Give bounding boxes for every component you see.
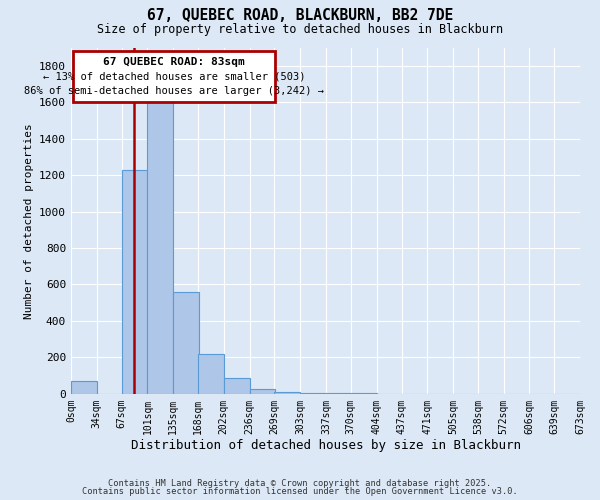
Bar [173, 292, 199, 394]
Bar [274, 392, 300, 394]
X-axis label: Distribution of detached houses by size in Blackburn: Distribution of detached houses by size … [131, 440, 521, 452]
Y-axis label: Number of detached properties: Number of detached properties [23, 123, 34, 318]
Bar [122, 170, 148, 394]
Text: 86% of semi-detached houses are larger (3,242) →: 86% of semi-detached houses are larger (… [24, 86, 324, 96]
Bar [148, 90, 173, 394]
Text: 67, QUEBEC ROAD, BLACKBURN, BB2 7DE: 67, QUEBEC ROAD, BLACKBURN, BB2 7DE [147, 8, 453, 22]
Text: Size of property relative to detached houses in Blackburn: Size of property relative to detached ho… [97, 22, 503, 36]
Bar [71, 381, 97, 394]
Bar [198, 354, 224, 394]
Bar [224, 378, 250, 394]
Bar [300, 393, 326, 394]
Text: ← 13% of detached houses are smaller (503): ← 13% of detached houses are smaller (50… [43, 72, 305, 82]
Text: Contains HM Land Registry data © Crown copyright and database right 2025.: Contains HM Land Registry data © Crown c… [109, 478, 491, 488]
Bar [250, 390, 275, 394]
FancyBboxPatch shape [73, 51, 275, 102]
Text: Contains public sector information licensed under the Open Government Licence v3: Contains public sector information licen… [82, 487, 518, 496]
Text: 67 QUEBEC ROAD: 83sqm: 67 QUEBEC ROAD: 83sqm [103, 58, 245, 68]
